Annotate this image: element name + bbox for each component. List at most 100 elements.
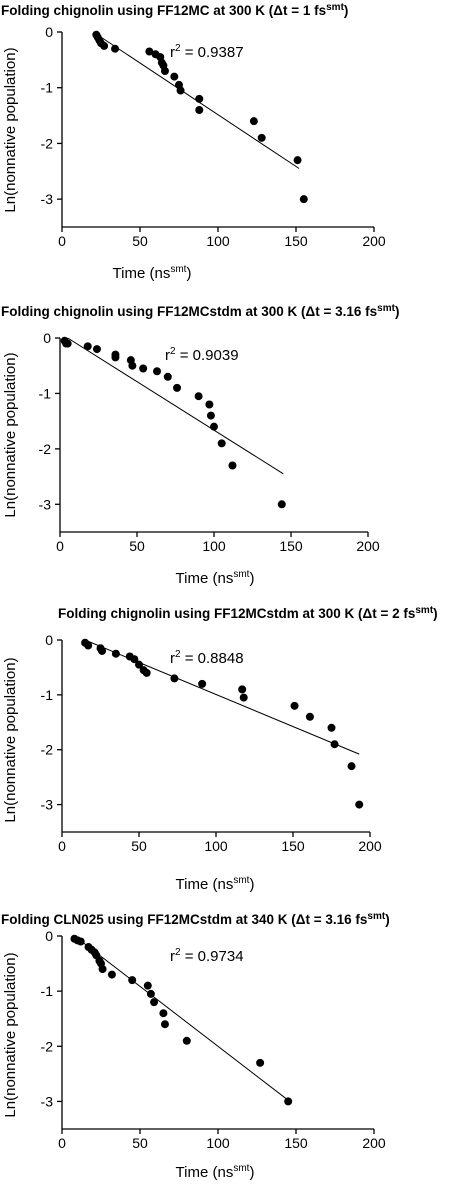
data-point: [173, 383, 182, 392]
data-point: [305, 712, 314, 721]
data-point: [63, 339, 72, 348]
y-tick-label: -2: [41, 1038, 54, 1054]
x-tick-label: 0: [58, 233, 66, 249]
x-tick-label: 100: [202, 538, 226, 554]
x-tick-label: 200: [362, 1135, 386, 1151]
data-point: [293, 156, 302, 165]
data-point: [210, 422, 218, 431]
data-point: [100, 41, 109, 50]
data-point: [194, 392, 203, 401]
data-point: [111, 353, 120, 362]
data-point: [195, 94, 204, 103]
y-tick-label: -2: [41, 742, 54, 758]
x-tick-label: 50: [129, 538, 145, 554]
data-point: [217, 439, 226, 448]
x-tick-label: 150: [279, 538, 303, 554]
data-point: [195, 106, 204, 114]
data-point: [206, 411, 215, 420]
data-point: [146, 989, 155, 998]
data-point: [182, 1036, 191, 1045]
data-point: [198, 679, 207, 688]
data-point: [139, 364, 148, 373]
panel-3: Folding chignolin using FF12MCstdm at 30…: [2, 605, 438, 893]
panel-4-r-squared: r2 = 0.9734: [170, 947, 244, 965]
data-point: [327, 723, 336, 732]
x-tick-label: 0: [58, 838, 66, 854]
data-point: [98, 646, 107, 655]
x-tick-label: 150: [281, 838, 305, 854]
panel-3-title: Folding chignolin using FF12MCstdm at 30…: [58, 605, 438, 621]
panel-4-x-axis-label: Time (nssmt): [176, 1163, 255, 1181]
data-point: [239, 693, 248, 702]
x-tick-label: 0: [58, 1135, 66, 1151]
panel-2-y-axis-label: Ln(nonnative population): [2, 352, 19, 517]
data-point: [92, 345, 101, 354]
data-point: [145, 47, 154, 56]
data-point: [347, 762, 356, 771]
data-point: [111, 649, 120, 658]
data-point: [111, 44, 120, 53]
data-point: [159, 1009, 168, 1018]
x-tick-label: 200: [356, 538, 380, 554]
x-tick-label: 50: [132, 1135, 148, 1151]
data-point: [170, 72, 179, 81]
y-tick-label: -3: [41, 1093, 54, 1109]
data-point: [83, 342, 92, 351]
y-tick-label: -2: [39, 441, 52, 457]
data-point: [160, 67, 169, 75]
fit-line: [67, 337, 284, 475]
data-point: [176, 86, 185, 95]
panel-3-r-squared: r2 = 0.8848: [170, 649, 244, 667]
panel-4-y-axis-label: Ln(nonnative population): [2, 952, 19, 1117]
data-point: [128, 976, 137, 985]
x-tick-label: 0: [56, 538, 64, 554]
data-point: [98, 965, 107, 974]
data-point: [256, 1058, 265, 1067]
y-tick-label: -3: [41, 191, 54, 207]
data-point: [76, 937, 85, 946]
y-tick-label: -2: [41, 135, 54, 151]
panel-3-x-axis-label: Time (nssmt): [176, 875, 255, 893]
panel-1-plot: 0 50 100 150 200 0 -1 -2 -3: [41, 24, 386, 249]
panel-3-plot: 0 50 100 150 200 0 -1 -2 -3: [41, 632, 382, 854]
data-point: [84, 641, 93, 650]
panel-2-r-squared: r2 = 0.9039: [165, 346, 239, 364]
data-point: [163, 372, 172, 381]
panel-2-plot: 0 50 100 150 200 0 -1 -2 -3: [39, 330, 380, 554]
panel-4: Folding CLN025 using FF12MCstdm at 340 K…: [1, 911, 390, 1181]
y-tick-label: 0: [43, 330, 51, 346]
x-tick-label: 150: [284, 1135, 308, 1151]
data-point: [277, 500, 286, 509]
y-tick-label: -1: [41, 687, 54, 703]
x-tick-label: 50: [132, 233, 148, 249]
y-tick-label: -1: [39, 385, 52, 401]
data-point: [142, 668, 151, 677]
fit-line: [74, 935, 291, 1102]
panel-1-r-squared: r2 = 0.9387: [170, 43, 244, 61]
panel-2-title: Folding chignolin using FF12MCstdm at 30…: [1, 303, 399, 319]
data-point: [238, 685, 247, 694]
data-point: [249, 117, 258, 126]
x-tick-label: 150: [284, 233, 308, 249]
panel-2-x-axis-label: Time (nssmt): [176, 569, 255, 587]
data-point: [330, 740, 339, 749]
y-tick-label: -3: [39, 496, 52, 512]
y-tick-label: 0: [45, 928, 53, 944]
y-tick-label: -3: [41, 797, 54, 813]
data-point: [170, 674, 179, 683]
data-point: [128, 361, 137, 370]
x-tick-label: 200: [358, 838, 382, 854]
y-tick-label: -1: [41, 80, 54, 96]
panel-1-title: Folding chignolin using FF12MC at 300 K …: [1, 2, 348, 18]
data-point: [228, 461, 237, 470]
data-point: [107, 970, 116, 979]
panel-2: Folding chignolin using FF12MCstdm at 30…: [1, 303, 399, 587]
x-tick-label: 50: [131, 838, 147, 854]
x-tick-label: 100: [206, 1135, 230, 1151]
data-point: [150, 998, 159, 1007]
data-point: [290, 701, 299, 710]
data-point: [143, 981, 152, 990]
y-tick-label: -1: [41, 983, 54, 999]
panel-3-y-axis-label: Ln(nonnative population): [2, 657, 19, 822]
